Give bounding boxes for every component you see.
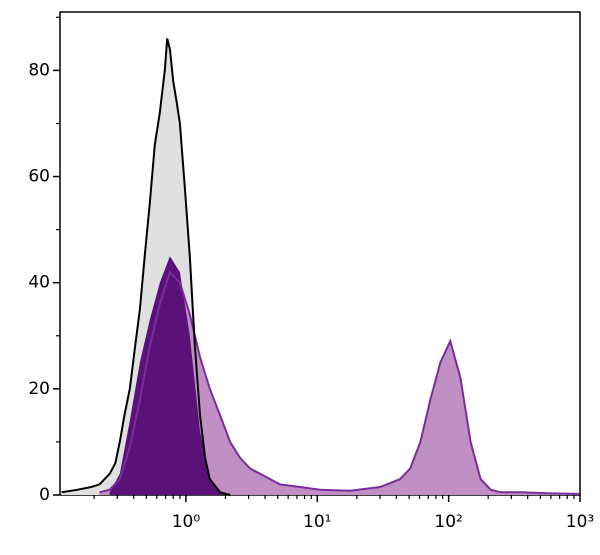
x-tick-label: 10³ — [566, 512, 594, 532]
y-tick-label: 20 — [28, 379, 50, 399]
y-tick-label: 40 — [28, 273, 50, 293]
x-tick-label: 10² — [434, 512, 462, 532]
y-tick-label: 0 — [39, 485, 50, 505]
histogram-outline — [61, 38, 231, 496]
x-tick-label: 10⁰ — [172, 512, 201, 532]
histogram-area — [99, 272, 579, 495]
histogram-area — [109, 256, 231, 495]
histogram-outline — [99, 270, 580, 495]
x-tick-label: 10¹ — [303, 512, 331, 532]
y-tick-label: 80 — [28, 60, 50, 80]
y-tick-label: 60 — [28, 167, 50, 187]
